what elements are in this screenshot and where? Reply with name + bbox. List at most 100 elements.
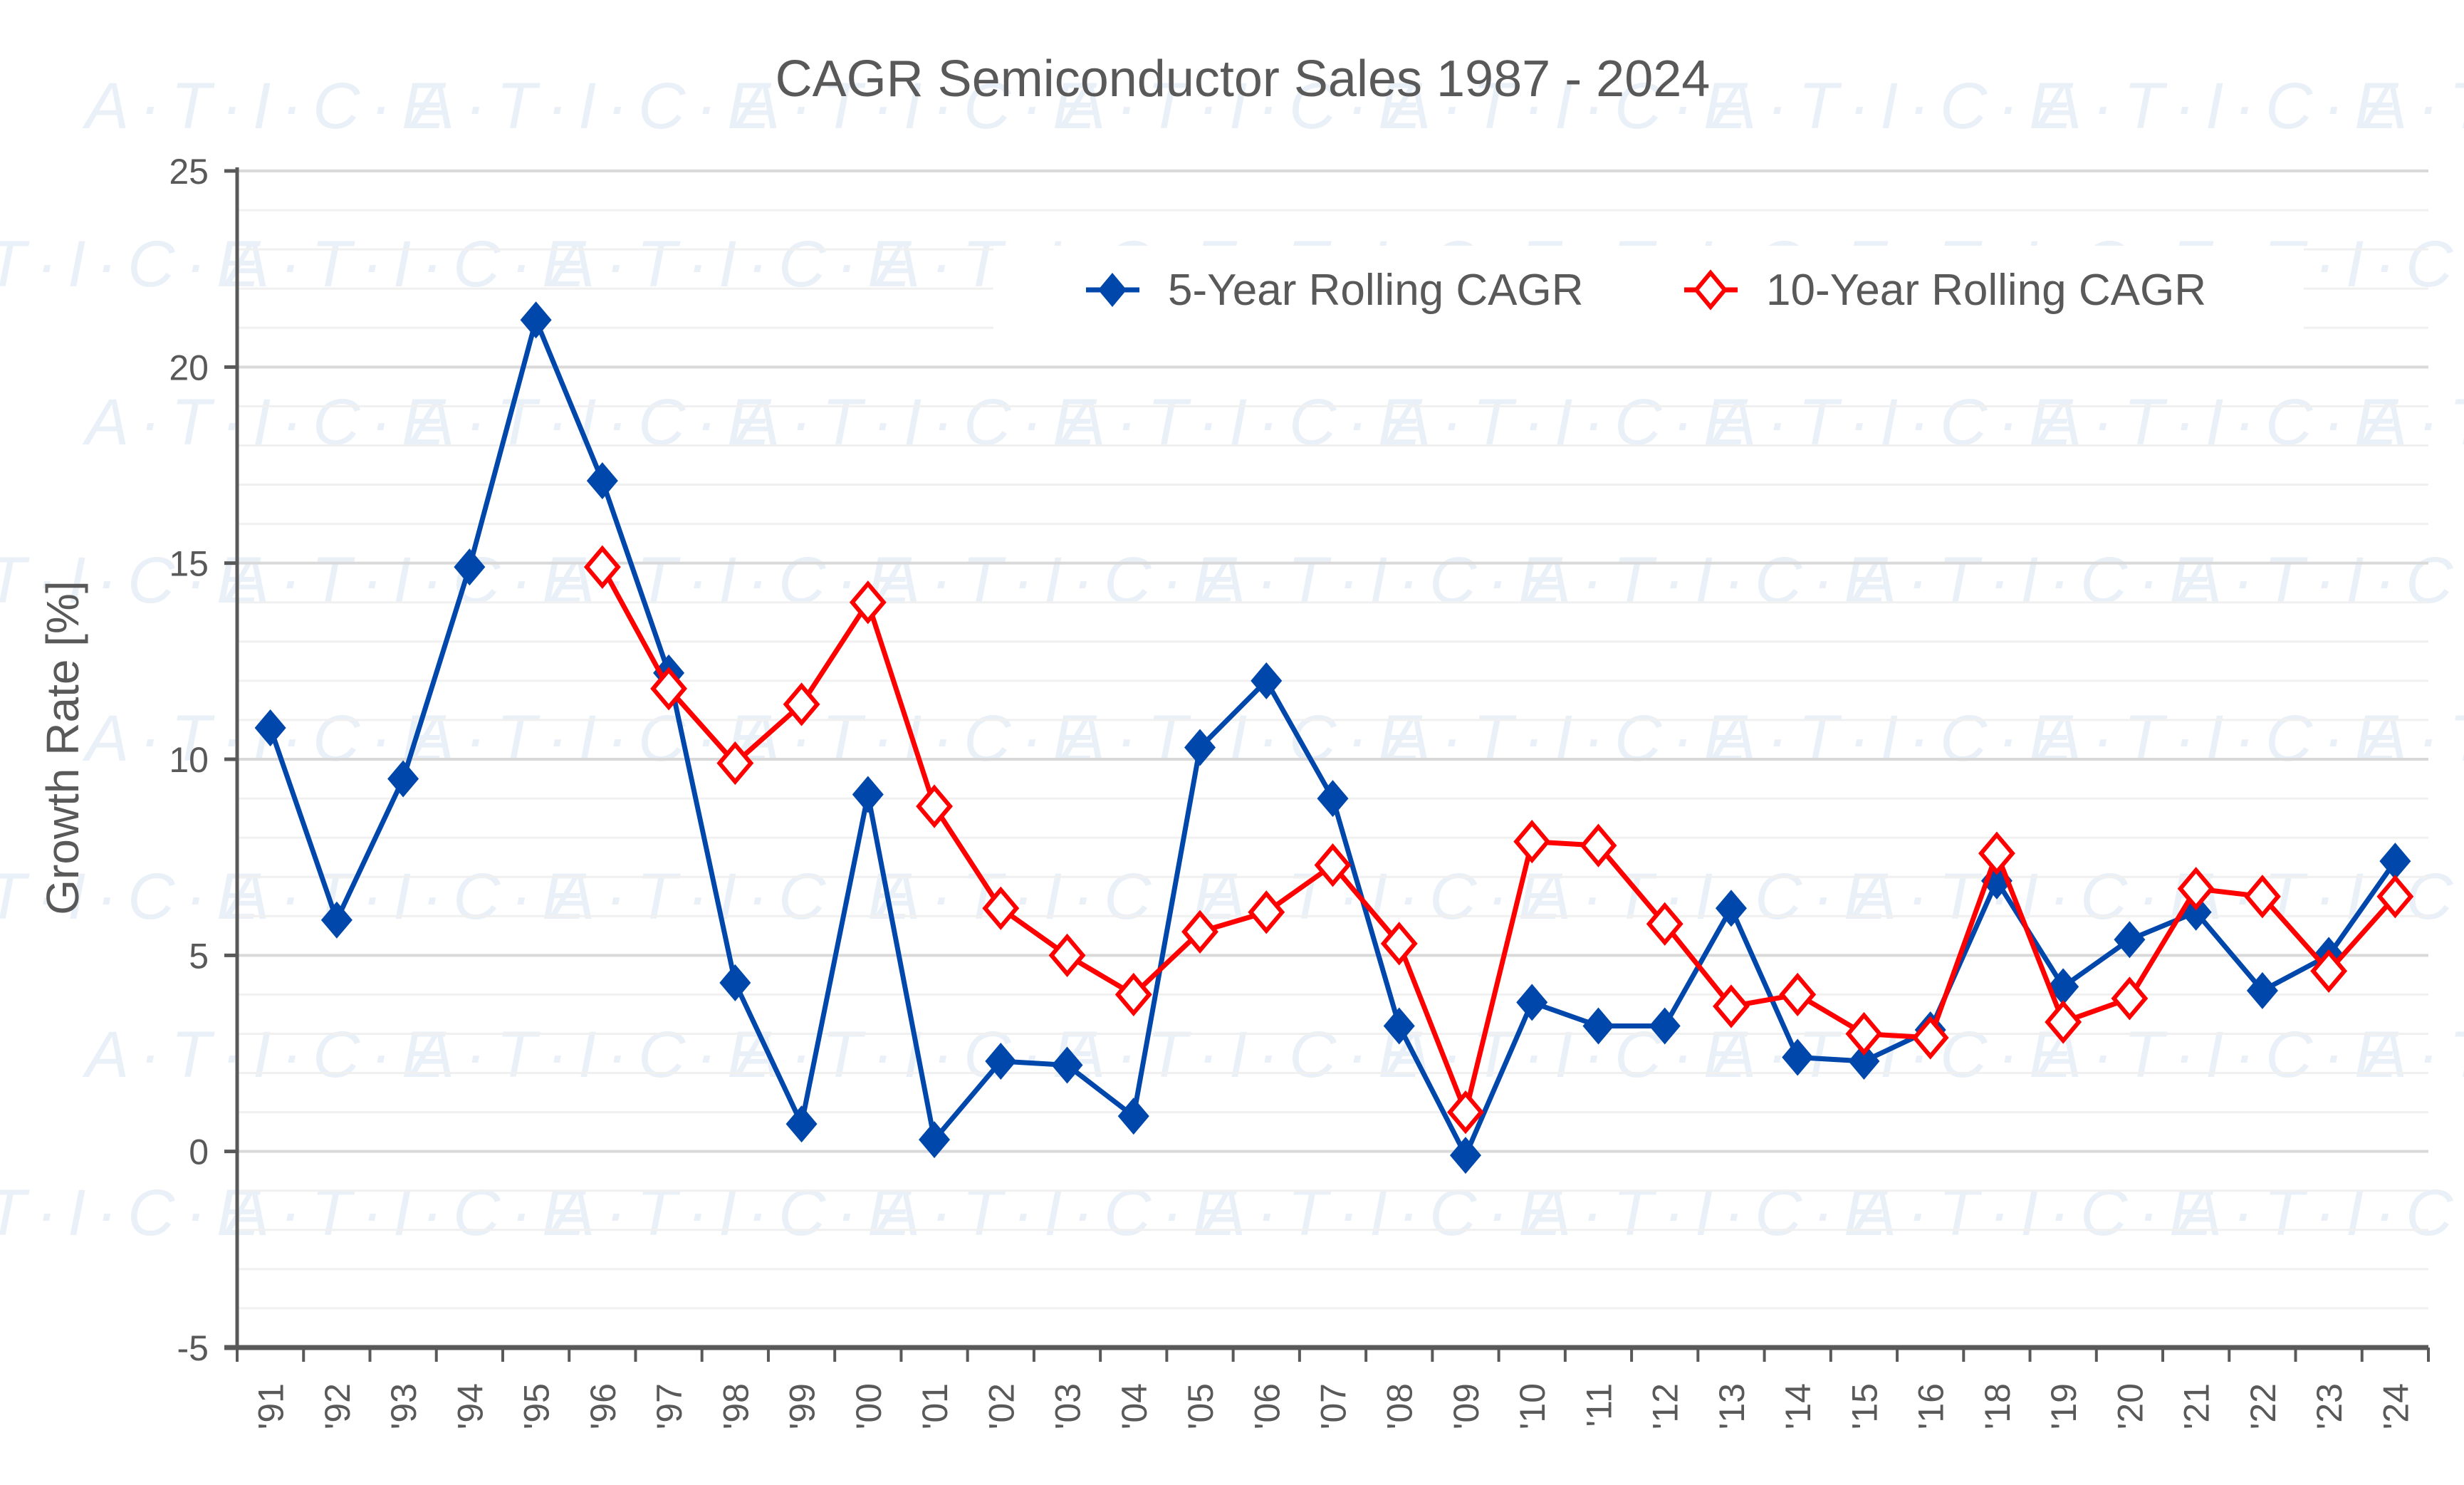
data-point-marker bbox=[1848, 1043, 1880, 1080]
data-point-marker bbox=[387, 760, 419, 798]
watermark-text: A·T·I·C·E bbox=[2035, 1018, 2408, 1091]
data-point-marker bbox=[716, 741, 754, 786]
watermark-text: A·T·I·C·E bbox=[733, 386, 1106, 459]
data-point-marker bbox=[454, 548, 486, 586]
x-tick-label: '95 bbox=[517, 1383, 557, 1429]
x-tick-label: '06 bbox=[1247, 1383, 1287, 1429]
chart-title: CAGR Semiconductor Sales 1987 - 2024 bbox=[776, 51, 1711, 108]
y-tick-label: 10 bbox=[169, 740, 209, 780]
x-tick-label: '96 bbox=[583, 1383, 623, 1429]
data-point-marker bbox=[852, 776, 884, 813]
data-point-marker bbox=[916, 784, 953, 828]
watermark-text: A·T·I·C·E bbox=[1058, 70, 1431, 142]
watermark-text: A·T·I·C·E bbox=[407, 70, 781, 142]
data-point-marker bbox=[1114, 972, 1152, 1017]
watermark-text: A·T·I·C·E bbox=[2035, 70, 2408, 142]
y-tick-label: 5 bbox=[189, 936, 209, 976]
data-point-marker bbox=[650, 667, 688, 711]
data-point-marker bbox=[783, 682, 820, 726]
legend: 5-Year Rolling CAGR 10-Year Rolling CAGR bbox=[993, 246, 2304, 335]
data-point-marker bbox=[1715, 890, 1747, 927]
watermark-text: A·T·I·C·E bbox=[2175, 1177, 2464, 1249]
watermark-text: A·T·I·C·E bbox=[2035, 386, 2408, 459]
data-point-marker bbox=[2114, 921, 2146, 959]
y-tick-label: 25 bbox=[169, 152, 209, 192]
watermark-text: A·T·I·C·E bbox=[1709, 1018, 2082, 1091]
watermark-text: A·T·I·C·E bbox=[407, 386, 781, 459]
watermark-text: A·T·I·C·E bbox=[1384, 1018, 1757, 1091]
data-point-marker bbox=[1845, 1011, 1883, 1056]
data-point-marker bbox=[1582, 1007, 1614, 1045]
watermark-text: A·T·I·C·E bbox=[1849, 544, 2223, 617]
legend-item-10-year: 10-Year Rolling CAGR bbox=[1684, 266, 2206, 315]
series-10-year bbox=[583, 545, 2414, 1135]
watermark-text: A·T·I·C·E bbox=[1849, 1177, 2223, 1249]
watermark-text: A·T·I·C·E bbox=[222, 1177, 595, 1249]
data-point-marker bbox=[919, 1121, 951, 1159]
x-tick-label: '24 bbox=[2376, 1383, 2416, 1429]
data-point-marker bbox=[1713, 984, 1750, 1028]
watermark-text: A·T·I·C·E bbox=[2360, 1018, 2464, 1091]
watermark-text: A·T·I·C·E bbox=[1524, 544, 1897, 617]
legend-background bbox=[993, 246, 2304, 335]
y-tick-label: -5 bbox=[177, 1328, 209, 1368]
x-tick-label: '91 bbox=[251, 1383, 291, 1429]
x-tick-label: '97 bbox=[649, 1383, 689, 1429]
data-point-marker bbox=[1513, 819, 1551, 864]
watermark-text: A·T·I·C·E bbox=[1709, 70, 2082, 142]
watermark-text: A·T·I·C·E bbox=[82, 1018, 455, 1091]
watermark-text: A·T·I·C·E bbox=[873, 544, 1246, 617]
data-point-marker bbox=[1449, 1137, 1481, 1174]
data-point-marker bbox=[985, 1043, 1017, 1080]
x-tick-label: '23 bbox=[2309, 1383, 2349, 1429]
watermark-layer: A·T·I·C·EA·T·I·C·EA·T·I·C·EA·T·I·C·EA·T·… bbox=[0, 70, 2464, 1249]
x-tick-label: '10 bbox=[1513, 1383, 1552, 1429]
data-point-marker bbox=[520, 301, 552, 339]
watermark-text: A·T·I·C·E bbox=[1524, 1177, 1897, 1249]
data-point-marker bbox=[1117, 1098, 1149, 1135]
data-point-marker bbox=[1646, 902, 1683, 946]
x-tick-label: '14 bbox=[1778, 1383, 1818, 1429]
data-point-marker bbox=[1447, 1090, 1484, 1135]
watermark-text: A·T·I·C·E bbox=[407, 1018, 781, 1091]
data-point-marker bbox=[2246, 971, 2278, 1009]
x-tick-label: '22 bbox=[2243, 1383, 2283, 1429]
x-tick-label: '08 bbox=[1380, 1383, 1420, 1429]
data-point-marker bbox=[583, 545, 621, 589]
x-tick-label: '15 bbox=[1844, 1383, 1884, 1429]
data-point-marker bbox=[1383, 1007, 1415, 1045]
data-point-marker bbox=[254, 709, 286, 746]
x-tick-label: '01 bbox=[915, 1383, 955, 1429]
data-point-marker bbox=[2376, 875, 2414, 919]
data-point-marker bbox=[982, 886, 1020, 930]
x-tick-label: '12 bbox=[1646, 1383, 1686, 1429]
y-tick-label: 20 bbox=[169, 348, 209, 387]
legend-label-5-year: 5-Year Rolling CAGR bbox=[1168, 266, 1584, 315]
data-point-marker bbox=[1978, 831, 2015, 875]
data-point-marker bbox=[1181, 910, 1218, 954]
filled-diamond-icon bbox=[1098, 273, 1127, 307]
watermark-text: A·T·I·C·E bbox=[2360, 70, 2464, 142]
watermark-text: A·T·I·C·E bbox=[1524, 860, 1897, 933]
data-point-marker bbox=[586, 462, 618, 500]
data-point-marker bbox=[1048, 933, 1086, 977]
data-point-marker bbox=[1251, 662, 1283, 699]
data-point-marker bbox=[1051, 1046, 1083, 1084]
watermark-text: A·T·I·C·E bbox=[548, 860, 921, 933]
watermark-text: A·T·I·C·E bbox=[1199, 544, 1572, 617]
x-axis-ticks: '91 '92 '93 '94 '95 '96 '97 '98 '99 '00 '01 '02 '03 '… bbox=[236, 1348, 2430, 1429]
axes bbox=[224, 167, 2428, 1350]
data-point-marker bbox=[785, 1105, 818, 1143]
data-point-marker bbox=[2379, 843, 2411, 880]
x-tick-label: '98 bbox=[716, 1383, 756, 1429]
series-layer bbox=[254, 301, 2414, 1174]
x-tick-label: '94 bbox=[450, 1383, 490, 1429]
y-tick-label: 15 bbox=[169, 544, 209, 584]
x-tick-label: '11 bbox=[1579, 1383, 1619, 1427]
x-tick-label: '19 bbox=[2044, 1383, 2084, 1429]
x-tick-label: '20 bbox=[2110, 1383, 2150, 1429]
data-point-marker bbox=[2111, 976, 2149, 1021]
hollow-diamond-icon bbox=[1693, 269, 1728, 311]
watermark-text: A·T·I·C·E bbox=[222, 544, 595, 617]
